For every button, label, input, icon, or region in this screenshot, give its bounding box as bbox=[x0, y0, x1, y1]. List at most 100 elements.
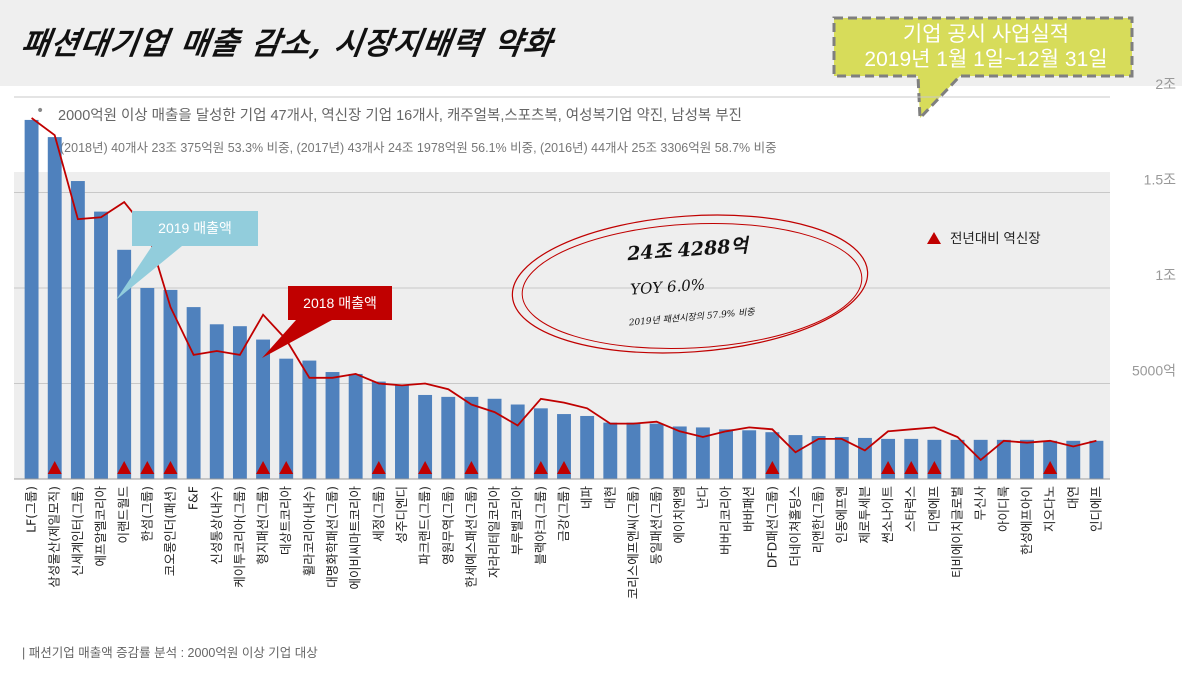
x-tick-label: 영원무역(그룹) bbox=[440, 486, 455, 565]
x-tick-label: 네파 bbox=[579, 486, 594, 510]
decline-marker bbox=[371, 461, 386, 474]
x-tick-label: 대명화학패션(그룹) bbox=[325, 486, 340, 588]
decline-marker bbox=[279, 461, 294, 474]
x-tick-label: 리앤한(그룹) bbox=[811, 486, 826, 553]
x-tick-label: 한세예스패션(그룹) bbox=[463, 486, 478, 588]
bar bbox=[47, 137, 62, 480]
decline-marker bbox=[533, 461, 548, 474]
x-tick-label: 성주디엔디 bbox=[394, 486, 409, 544]
bar bbox=[695, 427, 710, 479]
bar bbox=[186, 307, 201, 479]
bar bbox=[302, 360, 317, 479]
bar bbox=[649, 423, 664, 479]
bar bbox=[580, 415, 595, 479]
x-tick-label: 형지패션(그룹) bbox=[255, 486, 270, 565]
y-axis-ticks: 5000억 1조 1.5조 2조 bbox=[1132, 76, 1176, 379]
x-tick-label: 한섬(그룹) bbox=[139, 486, 154, 542]
x-tick-label: 부루벨코리아 bbox=[510, 486, 525, 556]
x-tick-label: 삼성물산(제일모직) bbox=[47, 486, 62, 588]
label-2018-box bbox=[288, 286, 392, 320]
decline-marker bbox=[140, 461, 155, 474]
decline-marker bbox=[557, 461, 571, 474]
series-line-2018 bbox=[31, 117, 1097, 462]
bullet-main: 2000억원 이상 매출을 달성한 기업 47개사, 역신장 기업 16개사, … bbox=[58, 108, 742, 124]
x-tick-label: 파크랜드(그룹) bbox=[417, 486, 432, 565]
x-tick-label: 디엔에프 bbox=[926, 486, 941, 532]
bar bbox=[626, 422, 641, 479]
decline-marker bbox=[904, 461, 919, 474]
x-tick-label: 아이디룩 bbox=[996, 486, 1011, 532]
x-tick-label: 자라리테일코리아 bbox=[487, 486, 502, 579]
line-2018 bbox=[31, 117, 1097, 462]
bar bbox=[510, 404, 525, 479]
bar bbox=[834, 436, 849, 479]
bar bbox=[256, 339, 271, 479]
bar bbox=[950, 439, 965, 479]
source-callout-line1: 기업 공시 사업실적 bbox=[902, 23, 1070, 46]
decline-marker bbox=[1043, 461, 1058, 474]
label-2019: 2019 매출액 bbox=[116, 211, 258, 300]
annotation-ellipse-inner bbox=[521, 222, 863, 350]
x-tick-label: 세정(그룹) bbox=[371, 486, 386, 542]
decline-marker bbox=[418, 461, 433, 474]
label-2018-pointer bbox=[262, 320, 332, 358]
bar bbox=[395, 385, 409, 479]
bar bbox=[464, 396, 479, 479]
bars-2019 bbox=[24, 119, 1104, 480]
bar bbox=[996, 439, 1011, 479]
x-tick-label: 지오다노 bbox=[1042, 486, 1057, 532]
bar bbox=[672, 426, 687, 479]
x-tick-label: 코오롱인더(패션) bbox=[162, 486, 177, 576]
legend-triangle-icon bbox=[927, 232, 941, 244]
decline-marker bbox=[464, 461, 479, 474]
x-tick-label: 대현 bbox=[602, 486, 617, 509]
label-2019-box bbox=[132, 211, 258, 246]
bar bbox=[1089, 440, 1104, 479]
label-2018-text: 2018 매출액 bbox=[303, 295, 377, 311]
x-tick-label: 무신사 bbox=[973, 486, 988, 521]
x-tick-label: 에이비씨마트코리아 bbox=[348, 486, 363, 590]
x-tick-label: 케이투코리아(그룹) bbox=[232, 486, 247, 588]
bar bbox=[325, 372, 340, 479]
label-2018: 2018 매출액 bbox=[262, 286, 392, 358]
bar bbox=[533, 408, 548, 479]
bar bbox=[279, 358, 294, 479]
bar bbox=[719, 429, 733, 479]
bar bbox=[24, 119, 39, 480]
annotation-ellipse-outer bbox=[511, 214, 869, 354]
source-callout-shape bbox=[832, 16, 1134, 122]
x-tick-label: 바바패션 bbox=[741, 486, 756, 532]
y-tick-label: 1.5조 bbox=[1144, 172, 1176, 188]
bar bbox=[348, 373, 363, 479]
x-tick-label: 한성에프아이 bbox=[1019, 486, 1034, 555]
x-tick-label: LF(그룹) bbox=[24, 486, 39, 533]
bar bbox=[163, 289, 178, 479]
bar bbox=[418, 394, 433, 479]
x-tick-label: 동일패션(그룹) bbox=[649, 486, 664, 565]
bar bbox=[70, 181, 85, 480]
x-tick-label: 신성통상(내수) bbox=[209, 486, 224, 565]
decline-markers bbox=[47, 461, 1058, 474]
bar bbox=[232, 326, 247, 479]
x-tick-label: 인동에프엔 bbox=[834, 486, 849, 544]
x-tick-label: 썬소나이트 bbox=[880, 486, 895, 544]
x-tick-label: 에프알엘코리아 bbox=[93, 486, 108, 567]
x-tick-label: 티비에이치글로벌 bbox=[950, 486, 965, 578]
x-tick-label: 데상트코리아 bbox=[278, 486, 293, 556]
bar bbox=[603, 422, 618, 479]
x-tick-label: F&F bbox=[186, 486, 201, 510]
bar bbox=[1066, 440, 1081, 479]
bullet-dot: • bbox=[36, 103, 45, 119]
bar bbox=[765, 432, 780, 479]
bar bbox=[788, 435, 803, 479]
label-2019-pointer bbox=[116, 246, 182, 300]
x-tick-label: 신세계인터(그룹) bbox=[70, 486, 85, 576]
x-tick-label: 코리스에프앤씨(그룹) bbox=[625, 486, 640, 599]
x-tick-label: 인디에프 bbox=[1088, 486, 1103, 532]
bar bbox=[441, 396, 456, 479]
x-tick-label: 제로투세븐 bbox=[857, 486, 872, 544]
x-axis-ticks: LF(그룹) 삼성물산(제일모직) 신세계인터(그룹) 에프알엘코리아 이랜드월드 한섬(… bbox=[24, 486, 1104, 600]
source-callout-line2: 2019년 1월 1일~12월 31일 bbox=[864, 48, 1108, 71]
bar bbox=[742, 430, 757, 479]
